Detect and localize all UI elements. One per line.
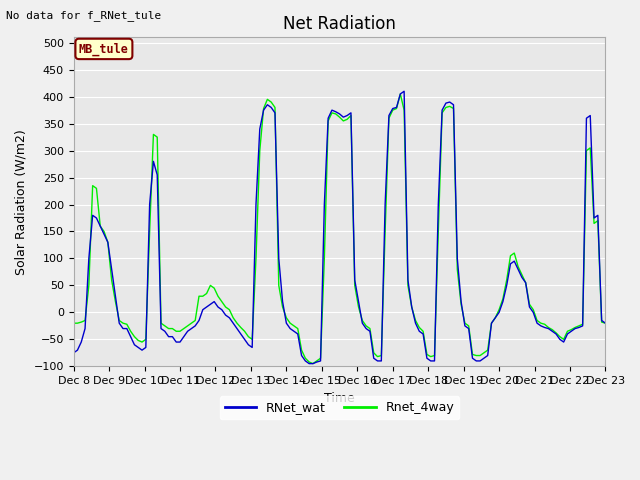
Text: No data for f_RNet_tule: No data for f_RNet_tule [6,10,162,21]
RNet_wat [400,88,408,94]
Rnet_4way [602,320,609,326]
Legend: RNet_wat, Rnet_4way: RNet_wat, Rnet_4way [220,396,460,420]
Rnet_4way [541,322,548,327]
Line: Rnet_4way: Rnet_4way [74,94,605,364]
RNet_wat [244,342,252,348]
RNet_wat [70,350,77,356]
Text: MB_tule: MB_tule [79,42,129,56]
Rnet_4way [397,91,404,97]
RNet_wat [74,347,81,353]
Line: RNet_wat: RNet_wat [74,91,605,364]
RNet_wat [541,324,548,330]
RNet_wat [602,320,609,326]
RNet_wat [582,115,590,121]
Rnet_4way [100,228,108,234]
RNet_wat [305,361,313,367]
RNet_wat [100,231,108,237]
Rnet_4way [70,320,77,326]
Rnet_4way [244,334,252,339]
X-axis label: Time: Time [324,392,355,405]
Rnet_4way [529,307,537,312]
Rnet_4way [582,148,590,154]
Rnet_4way [309,361,317,367]
Rnet_4way [74,320,81,326]
RNet_wat [529,310,537,315]
Title: Net Radiation: Net Radiation [283,15,396,33]
Y-axis label: Solar Radiation (W/m2): Solar Radiation (W/m2) [15,129,28,275]
